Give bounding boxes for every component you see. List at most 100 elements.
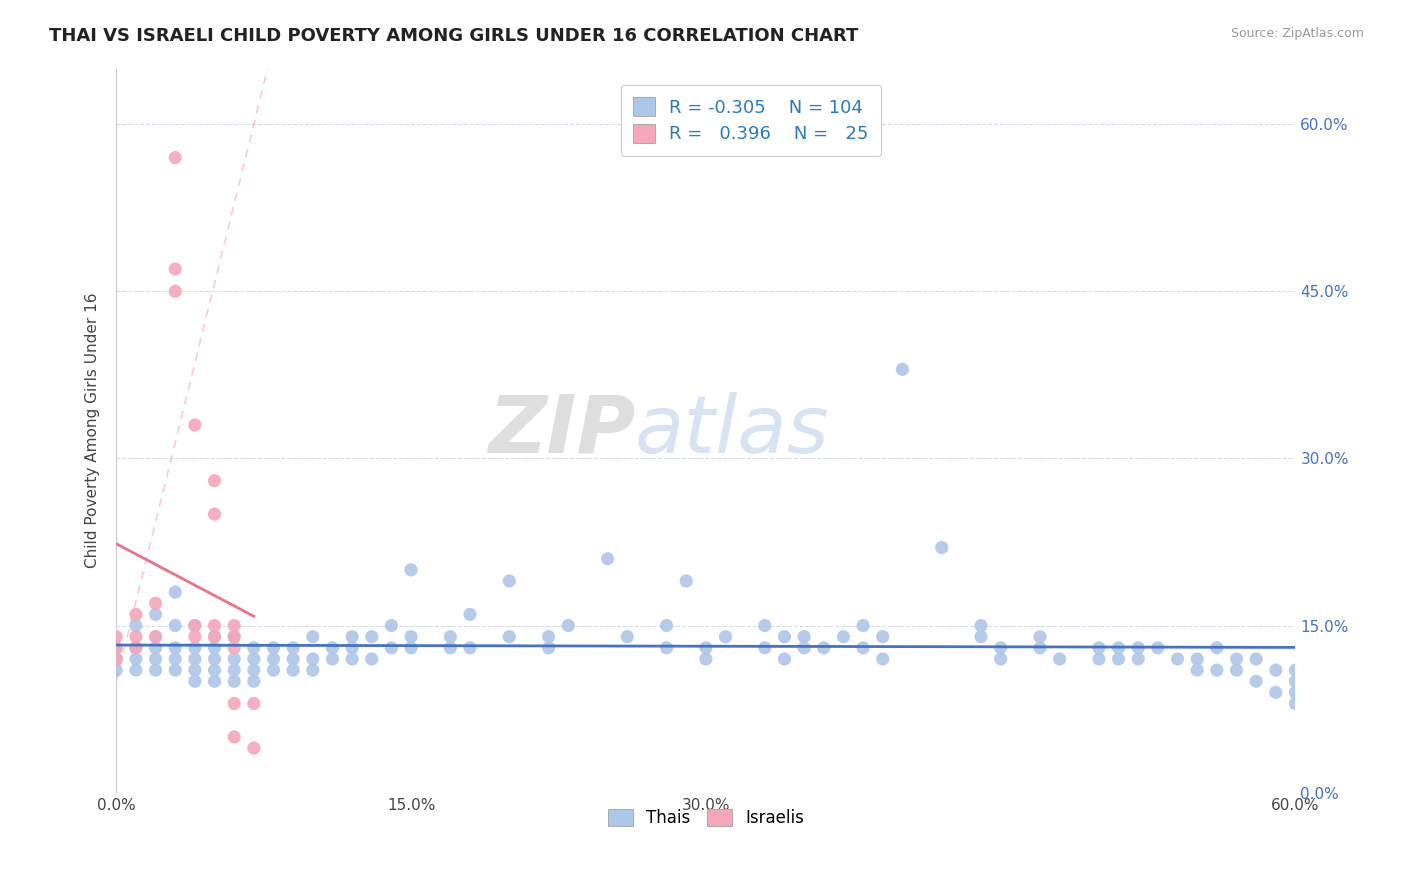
Point	[340, 640, 363, 655]
Point	[204, 618, 226, 632]
Point	[301, 630, 323, 644]
Point	[145, 630, 167, 644]
Point	[793, 640, 815, 655]
Point	[1205, 640, 1227, 655]
Point	[754, 618, 776, 632]
Point	[165, 585, 187, 599]
Point	[321, 652, 343, 666]
Point	[1244, 652, 1267, 666]
Point	[1147, 640, 1170, 655]
Point	[145, 652, 167, 666]
Point	[813, 640, 835, 655]
Text: ZIP: ZIP	[488, 392, 636, 469]
Point	[224, 697, 246, 711]
Point	[360, 630, 382, 644]
Point	[990, 640, 1012, 655]
Point	[1205, 663, 1227, 677]
Point	[872, 652, 894, 666]
Point	[537, 640, 560, 655]
Text: THAI VS ISRAELI CHILD POVERTY AMONG GIRLS UNDER 16 CORRELATION CHART: THAI VS ISRAELI CHILD POVERTY AMONG GIRL…	[49, 27, 859, 45]
Point	[1185, 663, 1208, 677]
Point	[1167, 652, 1189, 666]
Point	[204, 630, 226, 644]
Text: atlas: atlas	[636, 392, 830, 469]
Y-axis label: Child Poverty Among Girls Under 16: Child Poverty Among Girls Under 16	[86, 293, 100, 568]
Point	[872, 630, 894, 644]
Point	[204, 663, 226, 677]
Point	[557, 618, 579, 632]
Point	[224, 730, 246, 744]
Point	[105, 652, 128, 666]
Legend: Thais, Israelis: Thais, Israelis	[599, 800, 813, 835]
Point	[165, 151, 187, 165]
Point	[852, 640, 875, 655]
Point	[655, 618, 678, 632]
Point	[263, 652, 285, 666]
Point	[458, 607, 481, 622]
Point	[224, 663, 246, 677]
Point	[281, 652, 304, 666]
Point	[340, 652, 363, 666]
Point	[105, 640, 128, 655]
Point	[498, 630, 520, 644]
Point	[184, 417, 207, 432]
Point	[105, 663, 128, 677]
Point	[224, 630, 246, 644]
Point	[380, 640, 402, 655]
Point	[773, 630, 796, 644]
Point	[301, 652, 323, 666]
Point	[243, 674, 266, 689]
Point	[184, 652, 207, 666]
Point	[243, 663, 266, 677]
Point	[537, 630, 560, 644]
Point	[165, 618, 187, 632]
Point	[1049, 652, 1071, 666]
Point	[165, 663, 187, 677]
Point	[204, 652, 226, 666]
Point	[165, 285, 187, 299]
Point	[165, 640, 187, 655]
Point	[184, 674, 207, 689]
Point	[773, 652, 796, 666]
Point	[852, 618, 875, 632]
Point	[793, 630, 815, 644]
Point	[125, 640, 148, 655]
Point	[105, 640, 128, 655]
Point	[399, 640, 422, 655]
Point	[1029, 630, 1052, 644]
Point	[1284, 697, 1306, 711]
Point	[1284, 663, 1306, 677]
Point	[596, 551, 619, 566]
Point	[498, 574, 520, 588]
Point	[263, 640, 285, 655]
Point	[1108, 652, 1130, 666]
Point	[458, 640, 481, 655]
Point	[224, 630, 246, 644]
Point	[1088, 652, 1111, 666]
Point	[399, 630, 422, 644]
Point	[243, 640, 266, 655]
Point	[1128, 652, 1150, 666]
Point	[243, 652, 266, 666]
Point	[1088, 640, 1111, 655]
Point	[145, 630, 167, 644]
Text: Source: ZipAtlas.com: Source: ZipAtlas.com	[1230, 27, 1364, 40]
Point	[184, 618, 207, 632]
Point	[105, 652, 128, 666]
Point	[204, 640, 226, 655]
Point	[1264, 685, 1286, 699]
Point	[281, 640, 304, 655]
Point	[1029, 640, 1052, 655]
Point	[125, 630, 148, 644]
Point	[1264, 663, 1286, 677]
Point	[165, 262, 187, 277]
Point	[439, 630, 461, 644]
Point	[125, 663, 148, 677]
Point	[184, 630, 207, 644]
Point	[340, 630, 363, 644]
Point	[695, 652, 717, 666]
Point	[1108, 640, 1130, 655]
Point	[754, 640, 776, 655]
Point	[399, 563, 422, 577]
Point	[990, 652, 1012, 666]
